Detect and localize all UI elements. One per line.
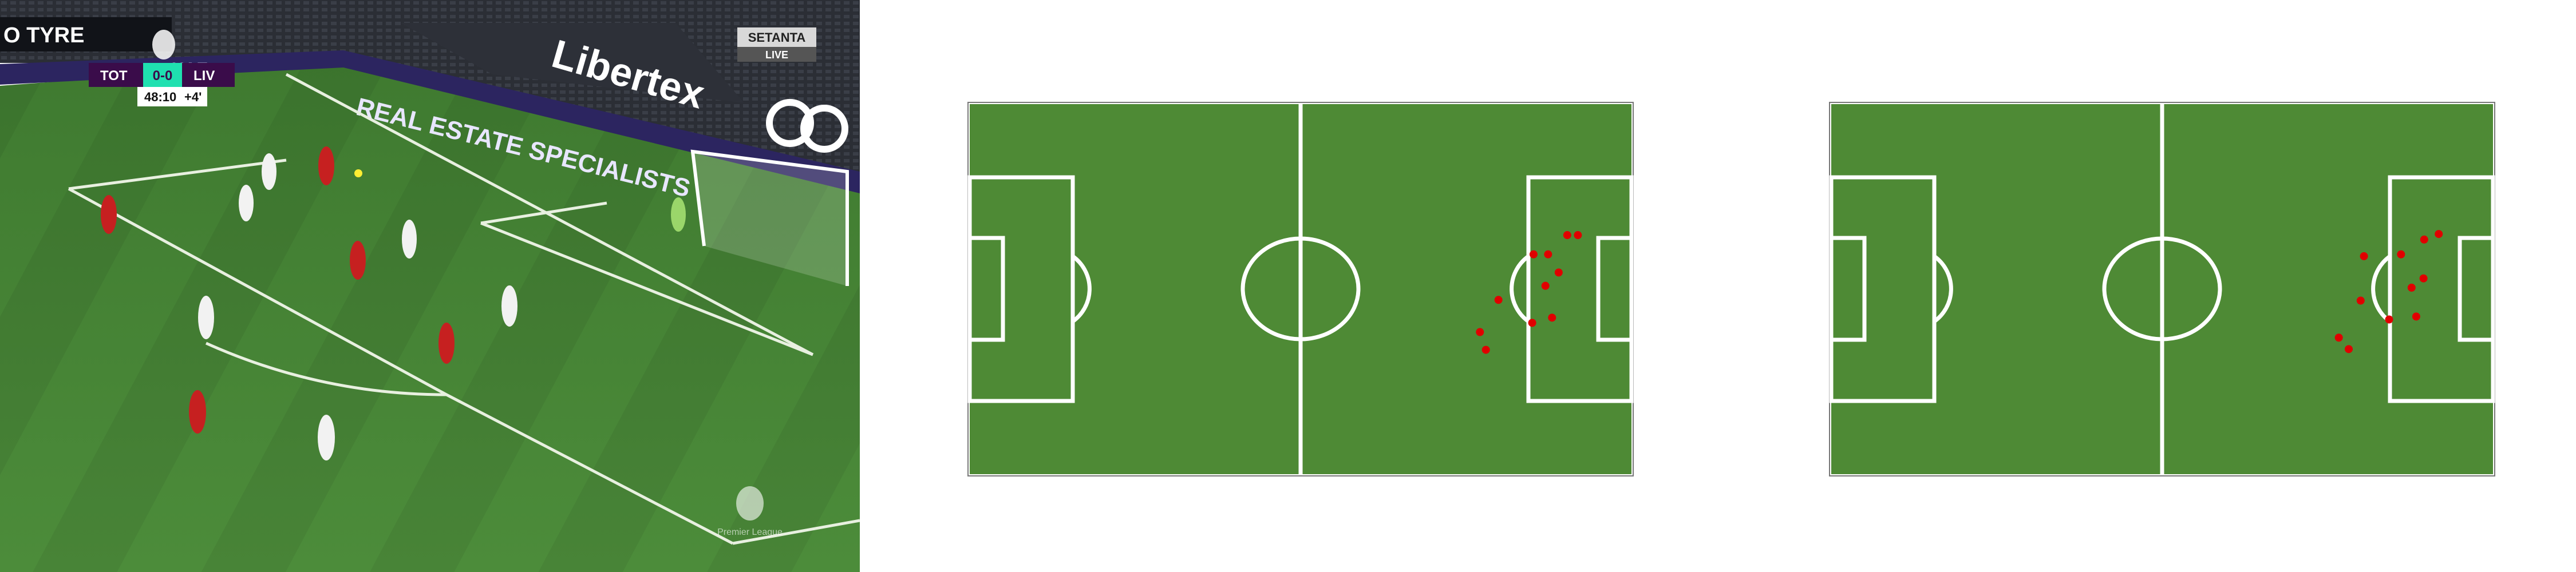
player-away <box>438 323 455 364</box>
ball <box>354 169 362 177</box>
event-marker <box>2356 296 2365 305</box>
away-team-label: LIV <box>193 68 215 84</box>
scorebug: TOT 0-0 LIV 48:10 +4' <box>89 30 235 106</box>
event-marker <box>2344 345 2353 353</box>
event-marker <box>2412 312 2420 321</box>
player-away <box>318 146 334 185</box>
broadcaster-tag: LIVE <box>765 49 788 61</box>
player-away <box>350 241 366 280</box>
event-marker <box>1541 281 1550 290</box>
event-marker <box>1494 296 1503 304</box>
pitch-lines <box>68 73 860 545</box>
pitch-map-1 <box>967 102 1634 476</box>
player-home <box>198 296 214 339</box>
player-home <box>501 285 517 327</box>
broadcaster-bug: SETANTA LIVE <box>737 27 816 62</box>
event-marker <box>1528 319 1536 327</box>
pitch-markings <box>967 104 1634 474</box>
pitch-markings <box>1829 104 2495 474</box>
ad-board-strip <box>0 50 860 193</box>
score-label: 0-0 <box>153 68 173 84</box>
goal <box>690 149 849 286</box>
player-home <box>239 185 254 221</box>
event-marker <box>1529 250 1538 259</box>
pitch-svg-2 <box>1829 102 2495 476</box>
event-marker <box>2334 333 2343 342</box>
players <box>101 146 686 460</box>
player-away <box>101 195 117 234</box>
player-home <box>262 153 276 190</box>
libertex-board <box>401 23 744 103</box>
event-markers <box>2334 230 2443 353</box>
sponsor-ring-2 <box>800 105 848 153</box>
player-home <box>402 220 417 259</box>
event-marker <box>1574 231 1582 240</box>
event-markers <box>1476 231 1582 354</box>
clock-box <box>137 87 207 106</box>
league-lion-icon <box>152 30 175 59</box>
event-marker <box>2419 274 2428 283</box>
event-marker <box>2397 250 2405 259</box>
event-marker <box>1563 231 1571 240</box>
match-clock: 48:10 <box>144 90 176 104</box>
broadcast-scene: REAL ESTATE SPECIALISTS UAE Libertex O T… <box>0 0 860 572</box>
home-team-label: TOT <box>100 68 128 84</box>
event-marker <box>1548 313 1556 322</box>
broadcaster-name: SETANTA <box>748 30 806 45</box>
event-marker <box>2420 235 2428 244</box>
pitch-svg-1 <box>967 102 1634 476</box>
event-marker <box>1544 250 1552 259</box>
tyre-board <box>0 17 172 51</box>
broadcast-frame: REAL ESTATE SPECIALISTS UAE Libertex O T… <box>0 0 860 572</box>
goalkeeper <box>671 197 686 232</box>
sponsor-ring-1 <box>766 99 814 147</box>
event-marker <box>2360 252 2368 260</box>
tyre-board-text: O TYRE <box>3 23 84 47</box>
player-away <box>189 390 206 434</box>
player-home <box>318 415 335 460</box>
event-marker <box>2407 283 2416 292</box>
event-marker <box>1554 268 1563 277</box>
added-time: +4' <box>184 90 202 104</box>
event-marker <box>2385 315 2393 324</box>
event-marker <box>2435 230 2443 239</box>
event-marker <box>1481 345 1490 354</box>
event-marker <box>1476 328 1484 336</box>
pitch-map-2 <box>1829 102 2495 476</box>
league-watermark: Premier League <box>717 486 783 537</box>
league-watermark-text: Premier League <box>717 527 783 537</box>
score-box <box>143 63 182 87</box>
